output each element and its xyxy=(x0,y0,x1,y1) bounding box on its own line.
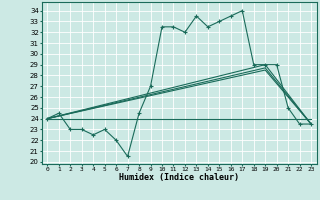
X-axis label: Humidex (Indice chaleur): Humidex (Indice chaleur) xyxy=(119,173,239,182)
